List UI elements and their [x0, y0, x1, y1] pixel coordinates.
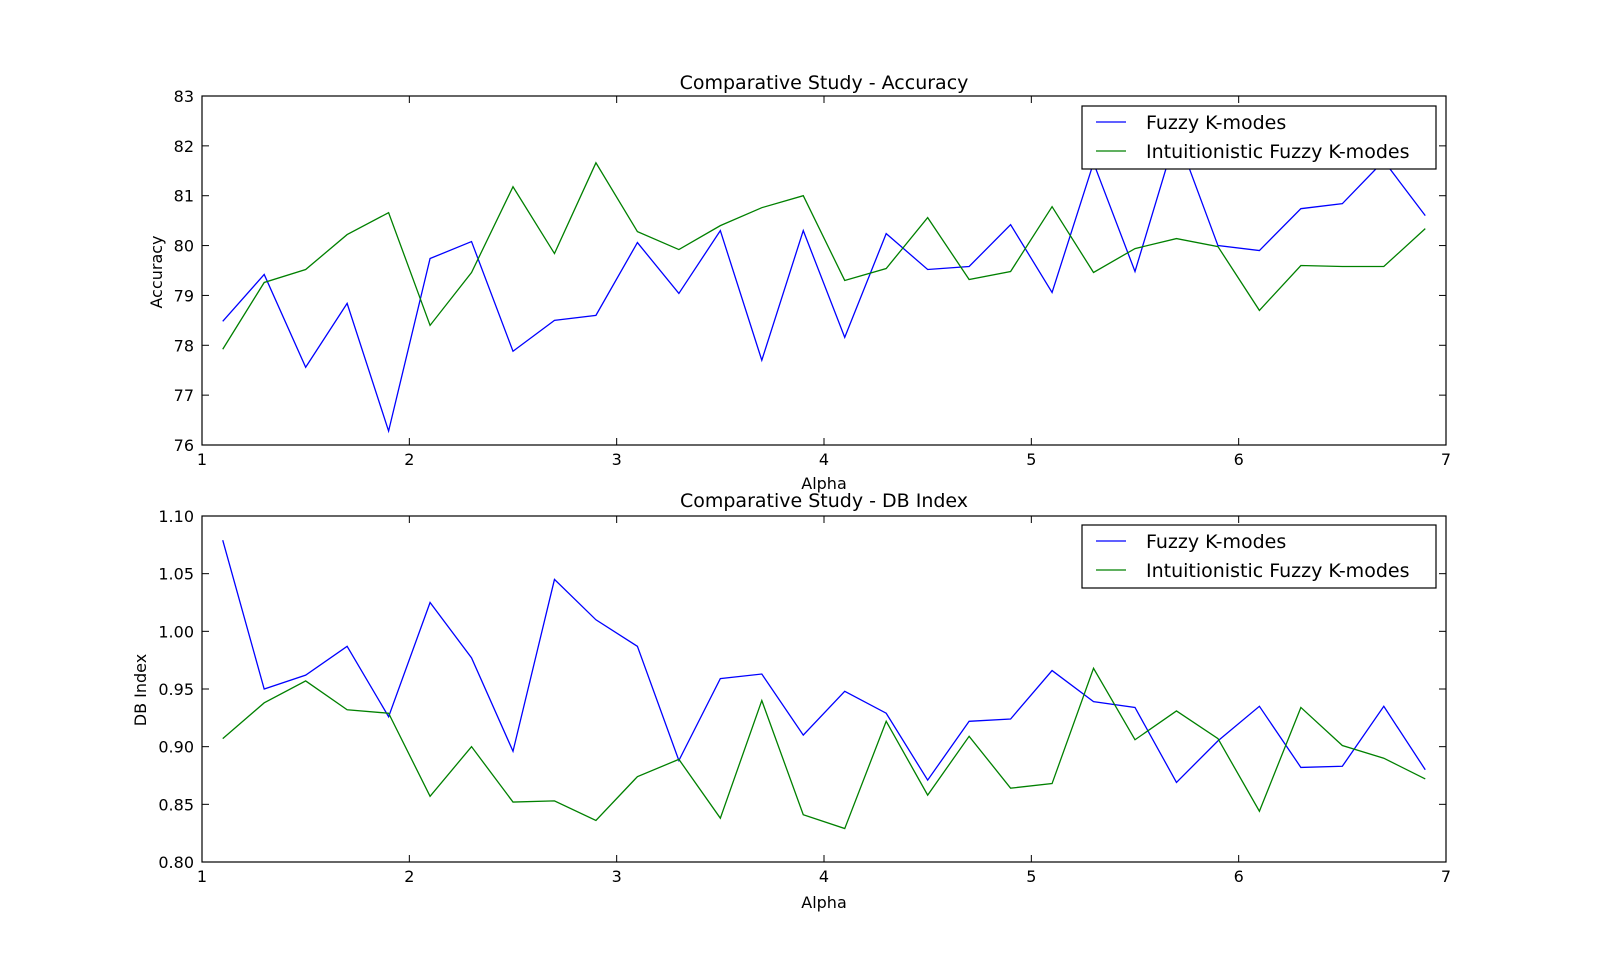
legend-box [1081, 524, 1437, 589]
y-tick-label: 0.85 [158, 795, 194, 814]
series-line-fuzzy-k-modes [222, 131, 1426, 434]
x-tick-label: 1 [197, 450, 207, 469]
y-tick-label: 0.95 [158, 680, 194, 699]
x-tick-label: 2 [404, 450, 414, 469]
x-tick-label: 7 [1441, 867, 1451, 886]
y-tick-label: 78 [174, 336, 194, 355]
series-line-fuzzy-k-modes [222, 540, 1426, 784]
x-tick-label: 5 [1026, 867, 1036, 886]
chart-title: Comparative Study - DB Index [680, 490, 968, 512]
legend-label-intuitionistic-fuzzy-k-modes: Intuitionistic Fuzzy K-modes [1146, 560, 1409, 582]
series-lines [222, 540, 1426, 830]
db-index-chart: Comparative Study - DB Index Alpha DB In… [131, 490, 1451, 912]
y-tick-label: 1.00 [158, 622, 194, 641]
y-tick-label: 0.80 [158, 853, 194, 872]
chart-title: Comparative Study - Accuracy [680, 72, 969, 94]
x-tick-label: 4 [819, 867, 829, 886]
x-tick-label: 6 [1234, 450, 1244, 469]
accuracy-chart: Comparative Study - Accuracy Alpha Accur… [147, 72, 1451, 493]
y-axis-label: DB Index [131, 654, 150, 726]
y-tick-label: 1.10 [158, 507, 194, 526]
x-tick-label: 6 [1234, 867, 1244, 886]
y-tick-label: 77 [174, 386, 194, 405]
legend: Fuzzy K-modes Intuitionistic Fuzzy K-mod… [1081, 524, 1437, 589]
y-tick-label: 83 [174, 87, 194, 106]
y-tick-label: 80 [174, 237, 194, 256]
x-ticks: 1 2 3 4 5 6 7 [197, 96, 1451, 469]
x-tick-label: 2 [404, 867, 414, 886]
legend-label-fuzzy-k-modes: Fuzzy K-modes [1146, 112, 1286, 134]
x-tick-label: 3 [612, 867, 622, 886]
x-tick-label: 3 [612, 450, 622, 469]
x-tick-label: 5 [1026, 450, 1036, 469]
y-tick-label: 79 [174, 286, 194, 305]
y-ticks: 76 77 78 79 80 81 82 83 [174, 87, 1446, 455]
series-line-intuitionistic-fuzzy-k-modes [222, 161, 1426, 350]
series-line-intuitionistic-fuzzy-k-modes [222, 666, 1426, 830]
y-tick-label: 1.05 [158, 565, 194, 584]
series-lines [222, 131, 1426, 434]
y-tick-label: 82 [174, 137, 194, 156]
legend-label-fuzzy-k-modes: Fuzzy K-modes [1146, 531, 1286, 553]
y-axis-label: Accuracy [147, 235, 166, 308]
x-tick-label: 7 [1441, 450, 1451, 469]
y-ticks: 0.80 0.85 0.90 0.95 1.00 1.05 1.10 [158, 507, 1446, 872]
y-tick-label: 0.90 [158, 738, 194, 757]
legend: Fuzzy K-modes Intuitionistic Fuzzy K-mod… [1081, 105, 1437, 170]
legend-box [1081, 105, 1437, 170]
x-tick-label: 1 [197, 867, 207, 886]
y-tick-label: 76 [174, 436, 194, 455]
x-tick-label: 4 [819, 450, 829, 469]
legend-label-intuitionistic-fuzzy-k-modes: Intuitionistic Fuzzy K-modes [1146, 141, 1409, 163]
x-axis-label: Alpha [801, 893, 847, 912]
x-axis-label: Alpha [801, 474, 847, 493]
y-tick-label: 81 [174, 187, 194, 206]
x-ticks: 1 2 3 4 5 6 7 [197, 516, 1451, 886]
